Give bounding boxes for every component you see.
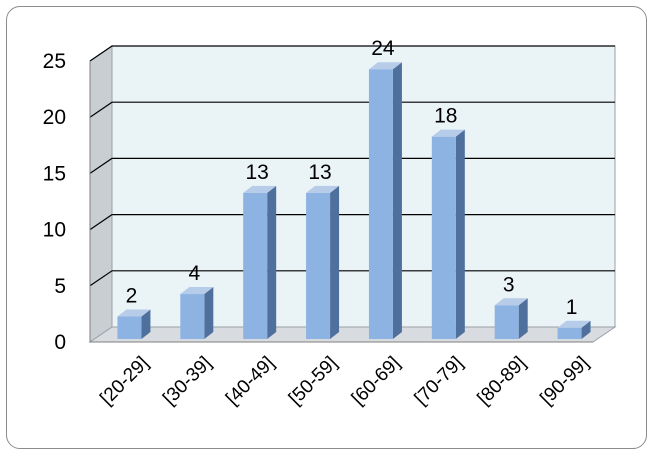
bar-front (368, 69, 393, 340)
bar-side (330, 185, 340, 339)
x-tick-label: [50-59] (285, 353, 342, 410)
bar (180, 287, 214, 339)
bar-side (392, 62, 402, 340)
bar-top (306, 185, 340, 193)
bar-front (306, 192, 331, 339)
gridline (89, 45, 615, 62)
bar (431, 129, 465, 339)
data-label: 18 (434, 105, 457, 128)
bar (557, 320, 591, 339)
bar-top (243, 185, 277, 193)
bar (494, 298, 528, 339)
bar-top (431, 129, 465, 137)
bar-side (141, 309, 151, 339)
floor (88, 326, 617, 343)
side-wall (89, 45, 113, 343)
data-label: 3 (503, 273, 515, 296)
back-wall (111, 45, 616, 328)
bar-side (518, 298, 528, 339)
bar-front (180, 294, 205, 339)
bar-side (581, 320, 591, 339)
bar-side (455, 129, 465, 339)
y-tick-label: 20 (43, 106, 66, 129)
data-label: 13 (308, 161, 331, 184)
y-tick-label: 0 (54, 331, 66, 354)
bar (243, 185, 277, 339)
bar-top (368, 62, 402, 70)
x-tick-label: [90-99] (536, 353, 593, 410)
bar-side (204, 287, 214, 339)
bar-top (180, 287, 214, 295)
x-tick-label: [70-79] (411, 353, 468, 410)
y-tick-label: 5 (54, 275, 66, 298)
x-tick-label: [60-69] (348, 353, 405, 410)
bar (306, 185, 340, 339)
data-label: 13 (246, 161, 269, 184)
data-label: 24 (371, 37, 395, 60)
gridline (89, 101, 615, 118)
bar-front (243, 192, 268, 339)
bar-front (494, 305, 519, 339)
bar-top (117, 309, 151, 317)
bar (117, 309, 151, 339)
bar-top (494, 298, 528, 306)
bar-side (267, 185, 277, 339)
x-tick-label: [40-49] (222, 353, 279, 410)
bar-front (557, 327, 582, 339)
data-label: 4 (188, 262, 200, 285)
bar-front (117, 316, 142, 339)
x-tick-label: [30-39] (159, 353, 216, 410)
y-tick-label: 25 (43, 50, 66, 73)
y-tick-label: 10 (43, 219, 66, 242)
x-tick-label: [20-29] (96, 353, 153, 410)
bar-front (431, 136, 456, 339)
bar-top (557, 320, 591, 328)
data-label: 1 (566, 296, 578, 319)
y-tick-label: 15 (43, 162, 66, 185)
data-label: 2 (126, 285, 138, 308)
bar (368, 62, 402, 340)
x-tick-label: [80-89] (474, 353, 531, 410)
